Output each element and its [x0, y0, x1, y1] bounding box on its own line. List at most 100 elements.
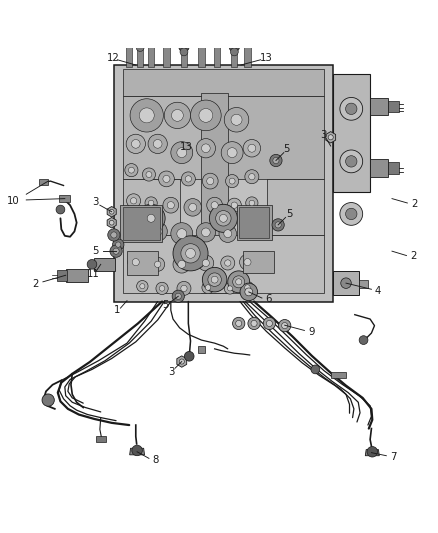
Polygon shape: [94, 258, 115, 271]
Circle shape: [127, 194, 141, 208]
Circle shape: [148, 222, 167, 241]
Circle shape: [224, 230, 232, 238]
Text: 13: 13: [180, 142, 193, 152]
Circle shape: [147, 39, 155, 47]
Circle shape: [226, 174, 239, 188]
Circle shape: [224, 282, 236, 294]
Circle shape: [244, 259, 251, 265]
Text: 1: 1: [114, 305, 120, 316]
Circle shape: [167, 201, 174, 209]
Circle shape: [42, 394, 54, 406]
Polygon shape: [198, 346, 205, 353]
Polygon shape: [333, 271, 359, 295]
Polygon shape: [231, 52, 237, 67]
Circle shape: [196, 223, 215, 242]
Text: 2: 2: [32, 279, 39, 289]
Circle shape: [273, 157, 279, 164]
Polygon shape: [120, 205, 162, 243]
Circle shape: [202, 173, 218, 189]
Circle shape: [240, 283, 258, 301]
Polygon shape: [96, 435, 106, 442]
Circle shape: [189, 204, 197, 211]
Circle shape: [108, 229, 120, 241]
Circle shape: [173, 236, 208, 271]
Polygon shape: [39, 179, 48, 185]
Circle shape: [219, 225, 237, 243]
Circle shape: [110, 220, 114, 225]
Circle shape: [148, 134, 167, 154]
Circle shape: [147, 214, 155, 222]
Circle shape: [311, 365, 320, 374]
Circle shape: [110, 209, 114, 214]
Text: 13: 13: [260, 53, 273, 63]
Text: 2: 2: [410, 252, 417, 261]
Polygon shape: [114, 65, 333, 302]
Text: 11: 11: [87, 269, 100, 279]
Polygon shape: [210, 96, 324, 179]
Circle shape: [135, 37, 145, 47]
Circle shape: [224, 108, 249, 132]
Circle shape: [184, 199, 201, 216]
Circle shape: [175, 293, 181, 300]
Text: 4: 4: [375, 286, 381, 296]
Circle shape: [270, 155, 282, 167]
Circle shape: [346, 103, 357, 115]
Circle shape: [171, 142, 193, 164]
Circle shape: [266, 320, 272, 327]
Circle shape: [225, 260, 231, 266]
Polygon shape: [243, 251, 274, 273]
Circle shape: [179, 42, 189, 52]
Polygon shape: [214, 43, 220, 67]
Text: 10: 10: [7, 196, 20, 206]
Circle shape: [148, 200, 154, 206]
Circle shape: [155, 261, 161, 268]
Text: 3: 3: [320, 130, 326, 140]
Circle shape: [229, 178, 235, 184]
Polygon shape: [66, 269, 88, 282]
Circle shape: [236, 320, 242, 327]
Circle shape: [113, 239, 124, 251]
Circle shape: [240, 223, 255, 239]
Circle shape: [201, 144, 210, 152]
Circle shape: [116, 242, 121, 247]
Circle shape: [243, 140, 261, 157]
Circle shape: [207, 197, 223, 213]
Circle shape: [241, 281, 254, 294]
Polygon shape: [57, 270, 67, 280]
Circle shape: [132, 445, 142, 456]
Polygon shape: [137, 47, 143, 67]
Circle shape: [211, 201, 218, 209]
Polygon shape: [123, 69, 324, 96]
Circle shape: [142, 168, 155, 181]
Polygon shape: [148, 43, 154, 67]
Circle shape: [145, 197, 157, 209]
Polygon shape: [127, 251, 158, 275]
Circle shape: [159, 286, 165, 291]
Circle shape: [227, 198, 241, 212]
Circle shape: [128, 254, 144, 270]
Circle shape: [231, 202, 237, 208]
Polygon shape: [123, 207, 160, 240]
Circle shape: [279, 319, 291, 332]
Circle shape: [130, 99, 163, 132]
Circle shape: [124, 33, 134, 43]
Circle shape: [131, 140, 140, 148]
Circle shape: [181, 172, 195, 186]
Circle shape: [111, 232, 117, 238]
Circle shape: [202, 260, 209, 266]
Circle shape: [191, 100, 221, 131]
Circle shape: [249, 200, 254, 206]
Circle shape: [139, 108, 154, 123]
Polygon shape: [198, 43, 205, 67]
Circle shape: [213, 39, 221, 47]
Circle shape: [231, 114, 242, 125]
Circle shape: [219, 214, 227, 222]
Circle shape: [215, 211, 231, 226]
Circle shape: [263, 317, 276, 329]
Circle shape: [87, 260, 97, 269]
Polygon shape: [388, 101, 399, 112]
Circle shape: [173, 255, 191, 273]
Circle shape: [246, 197, 258, 209]
Circle shape: [207, 177, 214, 184]
Text: 6: 6: [265, 294, 272, 304]
